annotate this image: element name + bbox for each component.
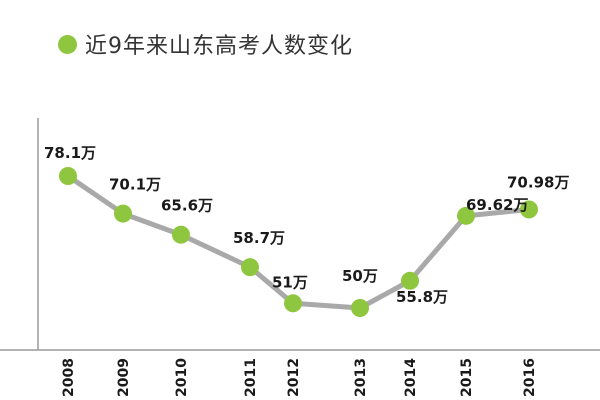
x-tick-2013: 2013 [353,358,369,397]
data-label-2011: 58.7万 [233,229,285,247]
data-label-2013: 50万 [342,267,378,285]
data-point-2008 [59,167,77,185]
data-label-2009: 70.1万 [109,176,161,194]
x-tick-2015: 2015 [459,358,475,397]
data-point-2009 [114,204,132,223]
data-point-2011 [241,258,259,277]
x-tick-2008: 2008 [61,358,77,397]
x-tick-2011: 2011 [243,358,259,397]
title-bullet-dot [58,34,77,54]
chart-title: 近9年来山东高考人数变化 [85,34,353,59]
chart-title-row: 近9年来山东高考人数变化 [58,28,353,60]
data-label-2008: 78.1万 [44,144,96,162]
data-point-2010 [172,225,190,244]
data-point-2012 [284,294,302,313]
x-tick-2009: 2009 [116,358,132,397]
data-points [59,167,538,317]
x-tick-2014: 2014 [403,358,419,397]
data-point-2015 [457,206,475,225]
x-tick-2012: 2012 [286,358,302,397]
data-point-2016 [520,200,538,219]
data-label-2016: 70.98万 [507,173,569,191]
x-tick-2016: 2016 [522,358,538,397]
data-label-2010: 65.6万 [161,197,213,215]
x-tick-labels: 2008 2009 2010 2011 2012 2013 2014 2015 2016 [61,358,538,397]
data-point-2014 [401,271,419,290]
data-label-2015: 69.62万 [466,196,528,214]
data-point-2013 [351,299,369,317]
x-tick-2010: 2010 [174,358,190,397]
data-label-2012: 51万 [272,273,308,291]
data-label-2014: 55.8万 [396,288,448,306]
